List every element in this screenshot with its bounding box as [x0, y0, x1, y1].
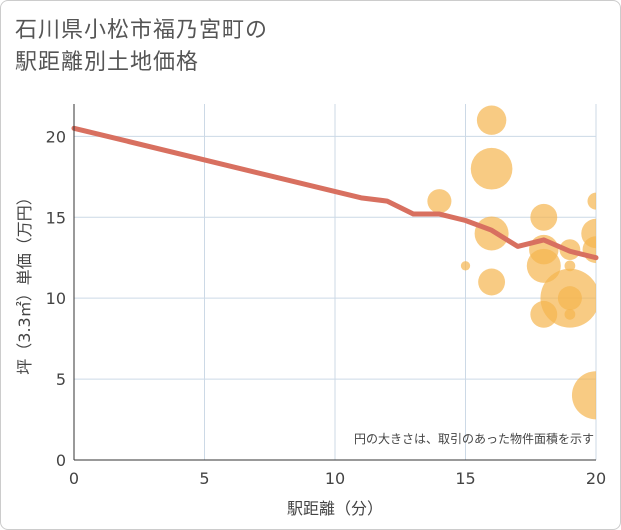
- data-bubble-6: [530, 203, 558, 231]
- data-bubble-14: [564, 308, 576, 320]
- trend-line: [71, 125, 599, 261]
- chart-title-line1: 石川県小松市福乃宮町の: [15, 18, 269, 43]
- chart-title-line2: 駅距離別土地価格: [15, 50, 200, 75]
- chart-title: 石川県小松市福乃宮町の 駅距離別土地価格: [15, 15, 575, 79]
- bubble-size-note: 円の大きさは、取引のあった物件面積を示す: [354, 431, 594, 446]
- y-tick-label-4: 20: [46, 127, 66, 146]
- data-bubble-2: [476, 105, 507, 135]
- x-tick-label-3: 15: [455, 469, 475, 488]
- x-axis-title: 駅距離（分）: [287, 499, 383, 518]
- data-bubble-0: [427, 189, 452, 214]
- y-tick-label-2: 10: [46, 289, 66, 308]
- data-bubble-4: [474, 216, 509, 251]
- data-bubble-13: [557, 286, 582, 311]
- data-bubble-1: [460, 261, 471, 271]
- y-axis-title: 坪（3.3㎡）単価（万円）: [15, 189, 34, 374]
- data-bubble-15: [587, 192, 596, 210]
- x-tick-label-4: 20: [586, 469, 606, 488]
- y-tick-label-1: 5: [56, 370, 66, 389]
- bubble-group: [427, 105, 596, 420]
- data-bubble-8: [526, 248, 561, 283]
- data-bubble-18: [571, 371, 596, 420]
- data-bubble-11: [564, 260, 576, 272]
- y-tick-label-0: 0: [56, 451, 66, 470]
- x-tick-label-1: 5: [199, 469, 209, 488]
- data-bubble-3: [470, 147, 513, 190]
- x-tick-label-2: 10: [325, 469, 345, 488]
- y-tick-label-3: 15: [46, 208, 66, 227]
- data-bubble-5: [478, 268, 506, 296]
- x-tick-label-0: 0: [69, 469, 79, 488]
